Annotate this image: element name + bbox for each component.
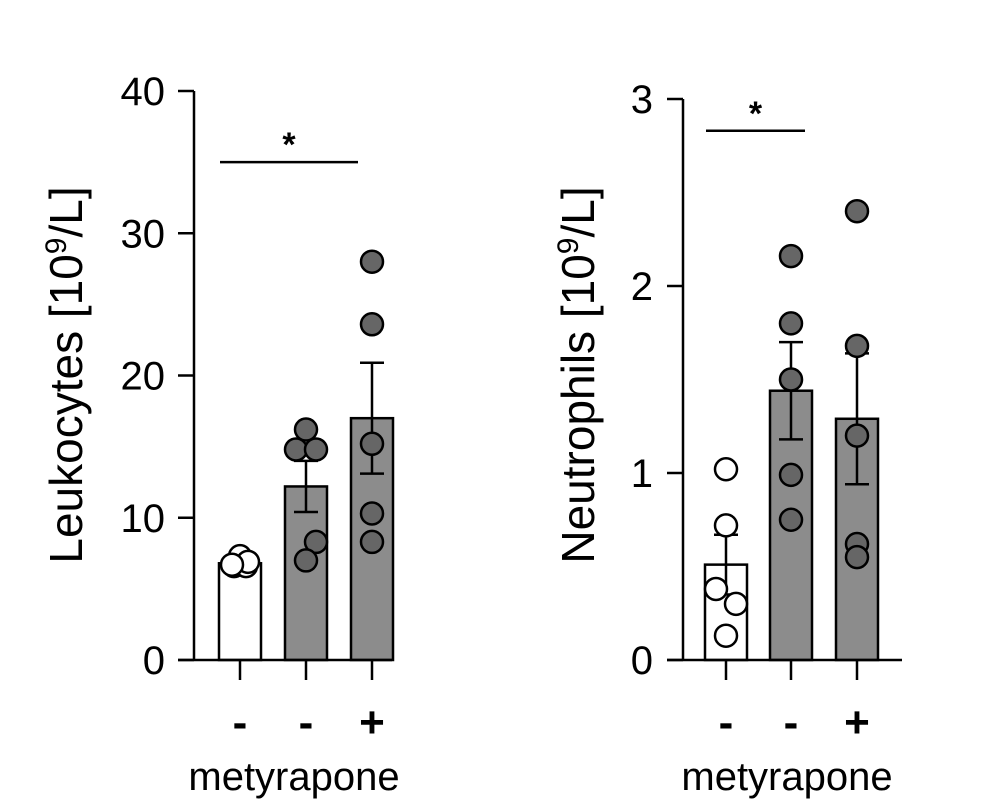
data-point bbox=[359, 431, 385, 457]
bar bbox=[217, 562, 263, 662]
category-label: + bbox=[844, 698, 870, 747]
y-axis-label-superscript: 9 bbox=[552, 238, 585, 255]
data-point bbox=[359, 501, 385, 526]
data-point bbox=[293, 548, 319, 573]
data-point bbox=[293, 417, 319, 442]
y-tick-label: 40 bbox=[121, 70, 166, 114]
data-point bbox=[359, 249, 385, 274]
data-point bbox=[219, 552, 245, 577]
data-point bbox=[844, 333, 870, 359]
data-point bbox=[844, 423, 870, 448]
data-point bbox=[723, 591, 749, 617]
data-point bbox=[283, 437, 309, 462]
y-tick-label: 2 bbox=[631, 265, 653, 309]
category-label: - bbox=[719, 698, 734, 747]
y-axis-label-main: Leukocytes [10 bbox=[40, 254, 92, 563]
category-label: - bbox=[299, 698, 314, 747]
bar bbox=[283, 485, 329, 662]
y-tick-label: 3 bbox=[631, 78, 653, 122]
data-point bbox=[713, 457, 739, 482]
data-point bbox=[359, 312, 385, 337]
data-point bbox=[703, 576, 729, 602]
y-axis-label-superscript: 9 bbox=[40, 238, 73, 255]
y-tick-label: 10 bbox=[121, 497, 166, 541]
y-tick-label: 1 bbox=[631, 452, 653, 496]
significance-label: * bbox=[282, 126, 296, 164]
y-axis-label-tail: /L] bbox=[40, 186, 92, 237]
y-tick-label: 0 bbox=[143, 639, 165, 683]
y-tick-label: 0 bbox=[631, 639, 653, 683]
data-point bbox=[359, 529, 385, 555]
category-label: - bbox=[784, 698, 799, 747]
data-point bbox=[778, 243, 804, 269]
data-point bbox=[303, 529, 329, 555]
category-label: + bbox=[359, 698, 385, 747]
x-axis-label: metyrapone bbox=[188, 755, 399, 799]
data-point bbox=[778, 311, 804, 336]
data-point bbox=[778, 462, 804, 488]
data-point bbox=[303, 437, 329, 462]
data-point bbox=[713, 513, 739, 538]
data-point bbox=[844, 544, 870, 570]
significance-label: * bbox=[749, 95, 763, 133]
y-axis-label: Leukocytes [109/L] bbox=[40, 186, 92, 563]
y-axis-label: Neutrophils [109/L] bbox=[552, 186, 604, 563]
y-axis-label-tail: /L] bbox=[552, 186, 604, 237]
y-tick-label: 20 bbox=[121, 355, 166, 399]
data-point bbox=[778, 507, 804, 532]
data-point bbox=[844, 198, 870, 224]
y-axis-label-main: Neutrophils [10 bbox=[552, 254, 604, 563]
data-point bbox=[713, 623, 739, 648]
data-point bbox=[778, 367, 804, 392]
category-label: - bbox=[233, 698, 248, 747]
x-axis-label: metyrapone bbox=[681, 755, 892, 799]
y-tick-label: 30 bbox=[121, 212, 166, 256]
